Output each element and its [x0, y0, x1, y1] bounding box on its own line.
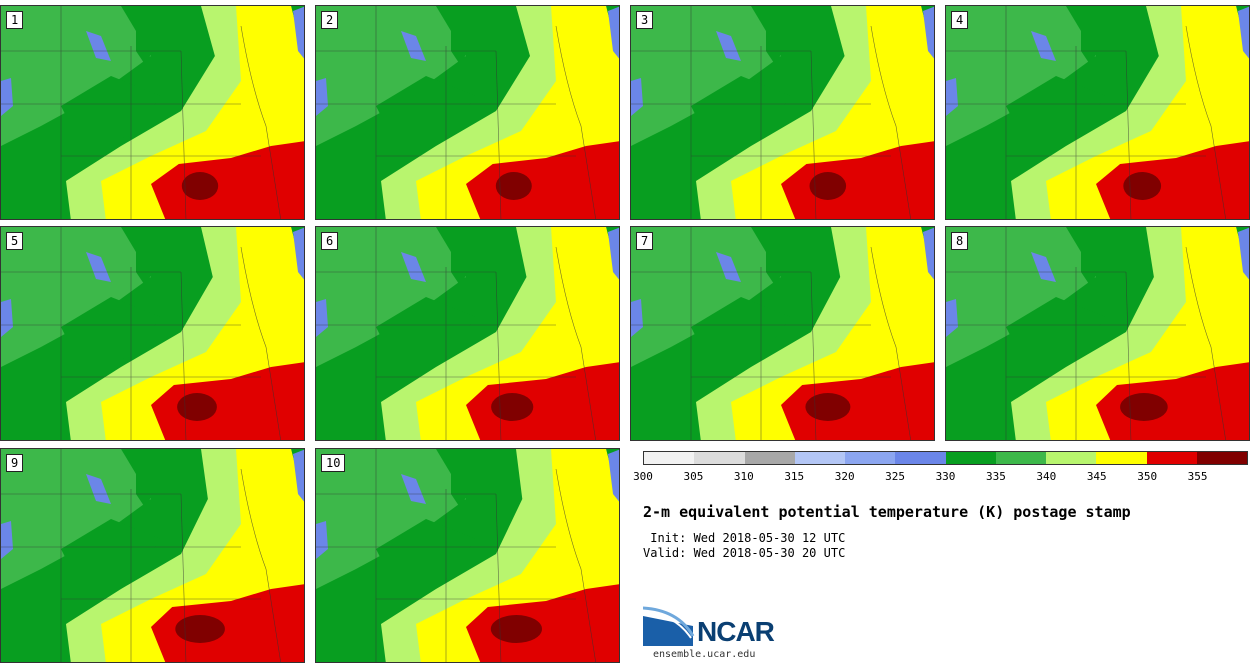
colorbar-swatch: [895, 452, 946, 464]
colorbar-swatch: [945, 452, 996, 464]
figure-title: 2-m equivalent potential temperature (K)…: [643, 503, 1131, 521]
colorbar-tick-label: 330: [935, 470, 956, 483]
colorbar: [643, 451, 1248, 465]
colorbar-swatch: [1096, 452, 1147, 464]
panel-number: 10: [321, 454, 346, 472]
map-panel: 3: [630, 5, 935, 220]
colorbar-swatch: [644, 452, 695, 464]
colorbar-tick-label: 345: [1086, 470, 1107, 483]
map-panel: 4: [945, 5, 1250, 220]
colorbar-swatch: [744, 452, 795, 464]
colorbar-swatch: [1146, 452, 1197, 464]
colorbar-tick-label: 305: [683, 470, 704, 483]
panel-number: 4: [951, 11, 969, 29]
init-time: Init: Wed 2018-05-30 12 UTC: [643, 531, 846, 545]
colorbar-swatch: [1196, 452, 1247, 464]
panel-number: 3: [636, 11, 654, 29]
colorbar-tick-label: 335: [985, 470, 1006, 483]
colorbar-swatch: [845, 452, 896, 464]
panel-number: 5: [6, 232, 24, 250]
colorbar-tick-label: 310: [733, 470, 754, 483]
panel-number: 1: [6, 11, 24, 29]
map-panel: 9: [0, 448, 305, 663]
colorbar-swatch: [794, 452, 845, 464]
colorbar-tick-label: 300: [633, 470, 653, 483]
colorbar-tick-label: 355: [1187, 470, 1208, 483]
colorbar-tick-label: 315: [784, 470, 805, 483]
colorbar-swatch: [995, 452, 1046, 464]
map-panel: 5: [0, 226, 305, 441]
map-panel: 10: [315, 448, 620, 663]
panel-number: 9: [6, 454, 24, 472]
ncar-logo-icon: [643, 606, 695, 646]
panel-number: 2: [321, 11, 339, 29]
colorbar-swatch: [1046, 452, 1097, 464]
colorbar-swatch: [694, 452, 745, 464]
colorbar-tick-label: 340: [1036, 470, 1057, 483]
colorbar-tick-label: 320: [834, 470, 855, 483]
map-panel: 6: [315, 226, 620, 441]
map-panel: 1: [0, 5, 305, 220]
map-panel: 8: [945, 226, 1250, 441]
map-panel: 2: [315, 5, 620, 220]
colorbar-tick-label: 325: [885, 470, 906, 483]
panel-number: 6: [321, 232, 339, 250]
panel-number: 8: [951, 232, 969, 250]
panel-number: 7: [636, 232, 654, 250]
site-url: ensemble.ucar.edu: [653, 649, 756, 660]
map-panel: 7: [630, 226, 935, 441]
colorbar-tick-label: 350: [1137, 470, 1158, 483]
valid-time: Valid: Wed 2018-05-30 20 UTC: [643, 546, 846, 560]
colorbar-ticks: 300 305 310 315 320 325 330 335 340 345 350 355: [633, 470, 1248, 484]
logo-text: NCAR: [697, 616, 775, 647]
